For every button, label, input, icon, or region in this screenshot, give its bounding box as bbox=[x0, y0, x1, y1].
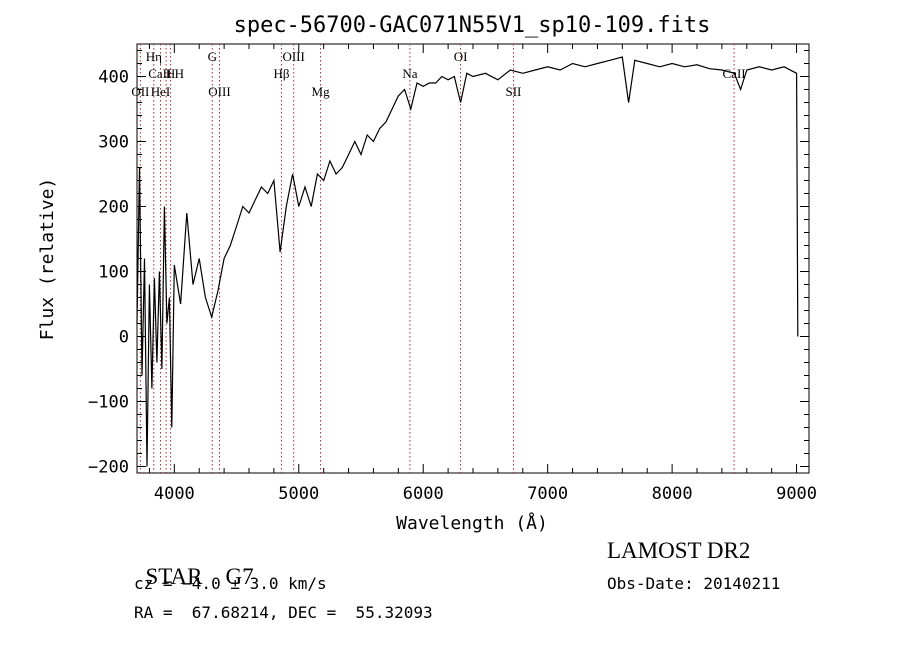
spectral-line-markers bbox=[139, 44, 735, 473]
x-tick-label-2: 6000 bbox=[403, 484, 444, 504]
redshift-label: cz = −4.0 ± 3.0 km/s bbox=[134, 574, 327, 593]
x-tick-label-4: 8000 bbox=[652, 484, 693, 504]
y-tick-label-4: 200 bbox=[98, 198, 129, 218]
spectral-line-labels: Hη CaII HH OII HeI G OIII OIII Hβ Mg Na OI SII CaII bbox=[131, 49, 745, 99]
line-label-10: Na bbox=[402, 66, 417, 81]
subclass-label: G7 bbox=[225, 564, 254, 589]
line-label-6: OIII bbox=[208, 84, 230, 99]
line-label-8: Hβ bbox=[273, 66, 289, 81]
line-label-12: SII bbox=[505, 84, 521, 99]
line-label-11: OI bbox=[454, 49, 468, 64]
y-tick-label-2: 0 bbox=[119, 328, 129, 348]
survey-label: LAMOST DR2 bbox=[607, 538, 751, 563]
x-tick-label-0: 4000 bbox=[154, 484, 195, 504]
class-label: STAR bbox=[145, 564, 203, 589]
line-label-7: OIII bbox=[282, 49, 304, 64]
x-tick-label-5: 9000 bbox=[776, 484, 817, 504]
y-tick-label-6: 400 bbox=[98, 68, 129, 88]
y-axis-label: Flux (relative) bbox=[37, 178, 58, 341]
line-label-2: H bbox=[166, 66, 175, 81]
line-label-13: CaII bbox=[723, 66, 746, 81]
coordinates-label: RA = 67.68214, DEC = 55.32093 bbox=[134, 603, 433, 622]
line-label-4: HeI bbox=[151, 84, 171, 99]
line-label-5: G bbox=[208, 49, 217, 64]
line-label-9: Mg bbox=[312, 84, 331, 99]
chart-title: spec-56700-GAC071N55V1_sp10-109.fits bbox=[234, 13, 711, 38]
x-tick-label-3: 7000 bbox=[527, 484, 568, 504]
plot-frame bbox=[136, 43, 810, 474]
spectrum-line-0 bbox=[136, 56, 799, 467]
y-tick-label-5: 300 bbox=[98, 133, 129, 153]
line-label-3: OII bbox=[131, 84, 149, 99]
axis-tick-labels: 4000 5000 6000 7000 8000 9000 −200 −100 0 100 200 3… bbox=[88, 68, 817, 505]
object-class: STAR G7 bbox=[134, 538, 254, 590]
x-axis-label: Wavelength (Å) bbox=[396, 512, 548, 534]
line-label-1: CaII H bbox=[148, 66, 184, 81]
spectrum-series bbox=[136, 56, 799, 467]
obs-date-label: Obs-Date: 20140211 bbox=[607, 574, 781, 593]
x-tick-label-1: 5000 bbox=[278, 484, 319, 504]
y-tick-label-1: −100 bbox=[88, 393, 129, 413]
y-tick-label-3: 100 bbox=[98, 263, 129, 283]
line-label-0: Hη bbox=[146, 49, 162, 64]
axis-ticks bbox=[137, 44, 809, 473]
y-tick-label-0: −200 bbox=[88, 458, 129, 478]
